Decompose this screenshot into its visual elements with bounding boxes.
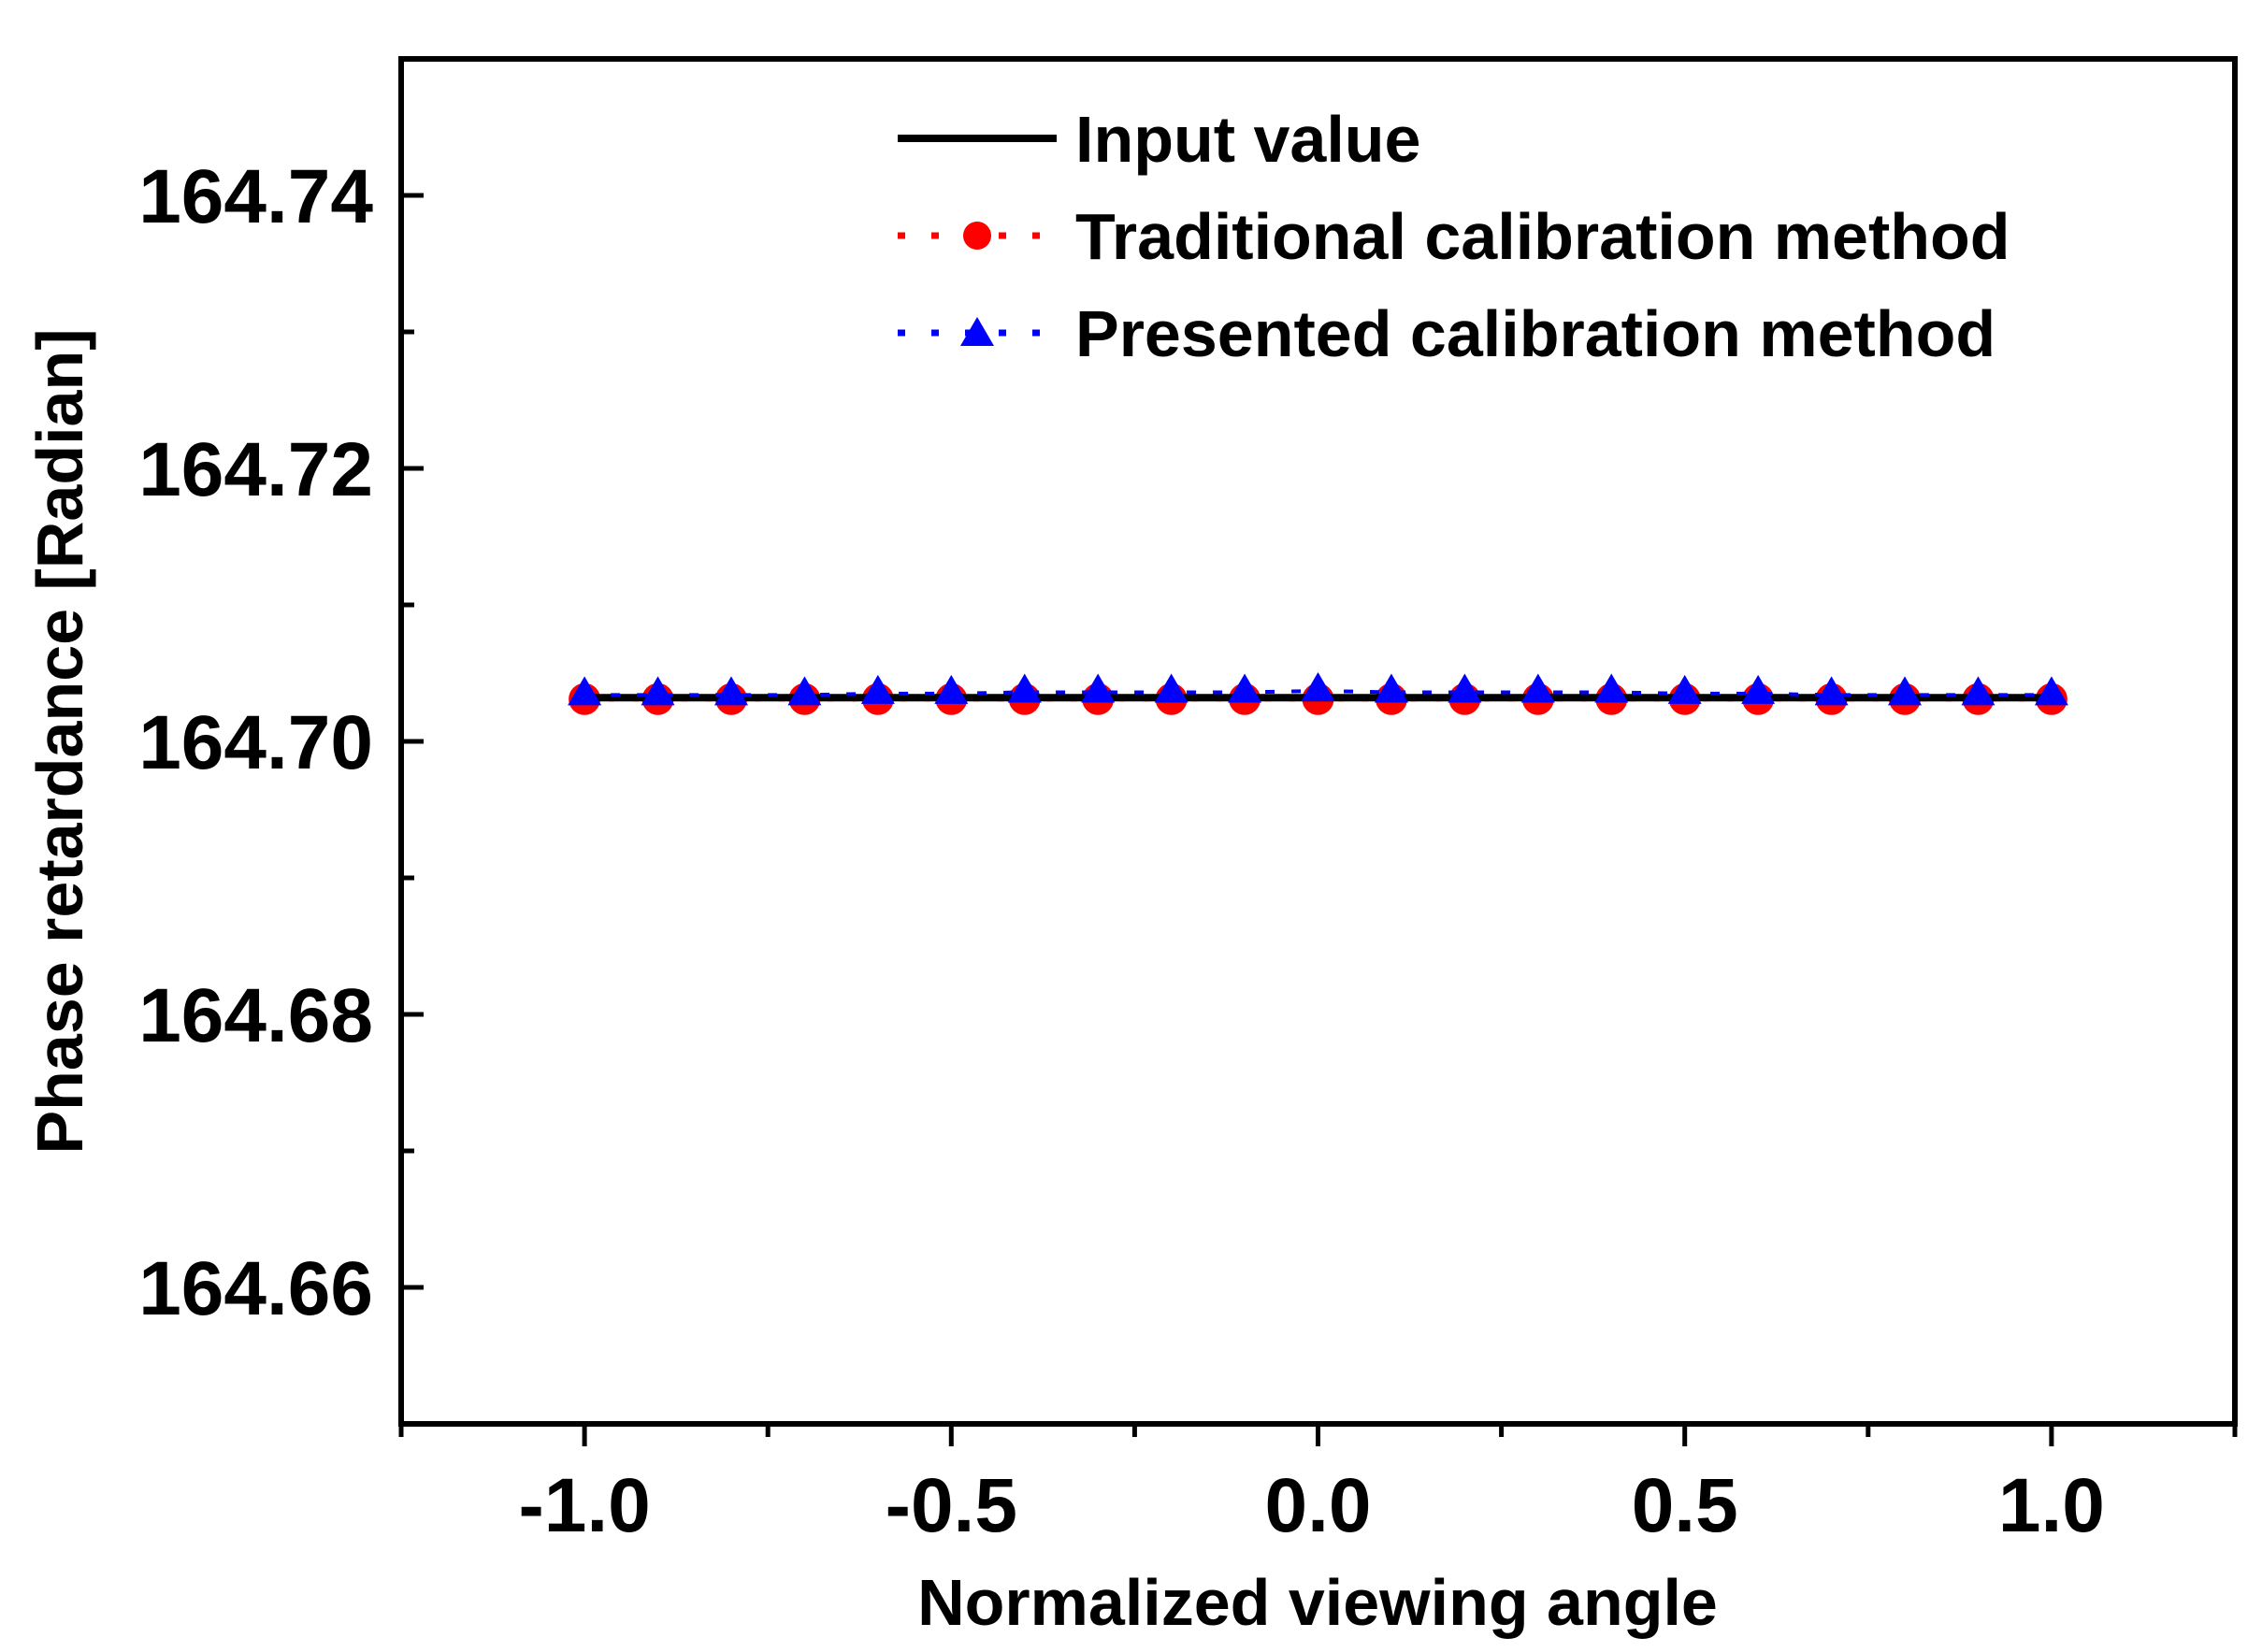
presented-point <box>787 676 822 706</box>
y-tick-label: 164.70 <box>138 700 373 785</box>
legend-label-presented: Presented calibration method <box>1075 297 1995 370</box>
presented-point <box>934 674 969 704</box>
legend: Input value Traditional calibration meth… <box>898 103 2010 370</box>
presented-point <box>713 676 748 706</box>
presented-point <box>1741 674 1776 704</box>
x-tick-label: -0.5 <box>886 1463 1017 1548</box>
y-axis-title: Phase retardance [Radian] <box>23 328 96 1154</box>
y-tick-label: 164.72 <box>138 427 373 512</box>
presented-point <box>1228 673 1262 703</box>
y-tick-label: 164.66 <box>138 1246 373 1331</box>
x-axis: -1.0 -0.5 0.0 0.5 1.0 <box>398 1424 2238 1548</box>
series-layer <box>568 671 2068 715</box>
legend-presented-marker <box>960 317 994 346</box>
y-tick-label: 164.74 <box>138 154 373 239</box>
x-tick-label: 0.5 <box>1632 1463 1738 1548</box>
presented-point <box>1888 676 1923 706</box>
x-axis-title: Normalized viewing angle <box>917 1566 1718 1639</box>
legend-label-input: Input value <box>1075 103 1420 176</box>
presented-point <box>1448 673 1482 703</box>
presented-point <box>641 676 675 706</box>
legend-traditional-marker <box>963 222 991 250</box>
y-tick-label: 164.68 <box>138 973 373 1058</box>
presented-point <box>1594 673 1629 703</box>
presented-point <box>1007 673 1042 703</box>
presented-point <box>860 674 895 704</box>
x-tick-label: -1.0 <box>518 1463 650 1548</box>
presented-point <box>1154 673 1189 703</box>
presented-point <box>1961 676 1995 706</box>
presented-point <box>1301 671 1335 701</box>
presented-point <box>1520 673 1555 703</box>
presented-point <box>1667 674 1702 704</box>
x-tick-label: 1.0 <box>1998 1463 2105 1548</box>
x-tick-label: 0.0 <box>1265 1463 1372 1548</box>
presented-point <box>2034 676 2068 706</box>
presented-point <box>1814 676 1849 706</box>
presented-point <box>1374 673 1408 703</box>
y-axis: 164.66 164.68 164.70 164.72 164.74 <box>138 154 424 1331</box>
presented-point <box>568 676 602 706</box>
legend-label-traditional: Traditional calibration method <box>1075 200 2010 273</box>
presented-point <box>1081 673 1116 703</box>
